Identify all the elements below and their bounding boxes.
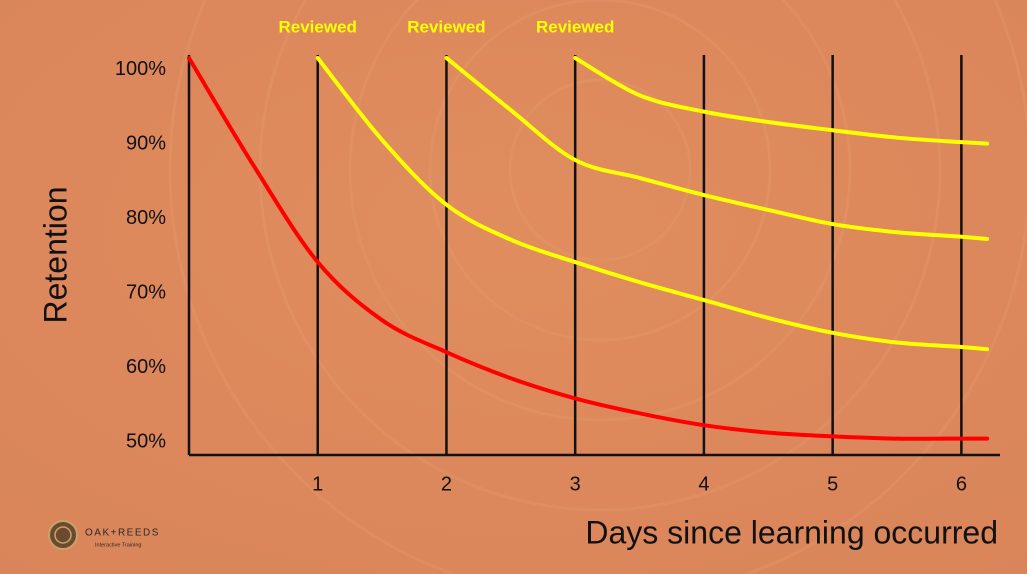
x-tick-label: 2 [441, 473, 452, 495]
x-tick-label: 4 [698, 473, 709, 495]
series-line [315, 55, 990, 352]
y-axis-label: Retention [37, 187, 73, 324]
logo: OAK+REEDS Interactive Training [48, 520, 160, 550]
x-tick-label: 3 [570, 473, 581, 495]
x-tick-label: 5 [827, 473, 838, 495]
annotation: Reviewed [279, 17, 357, 36]
y-tick-label: 70% [126, 282, 166, 304]
series-line [573, 55, 990, 146]
x-tick-label: 1 [312, 473, 323, 495]
x-tick-label: 6 [956, 473, 967, 495]
series-line [187, 55, 990, 441]
y-tick-label: 50% [126, 431, 166, 453]
wood-rings [168, 0, 1027, 574]
y-tick-label: 80% [126, 207, 166, 229]
logo-name: OAK+REEDS [85, 528, 160, 539]
annotation: Reviewed [536, 17, 614, 36]
logo-ring [54, 526, 72, 544]
y-tick-label: 90% [126, 133, 166, 155]
y-tick-label: 60% [126, 356, 166, 378]
annotation: Reviewed [407, 17, 485, 36]
logo-mark [48, 520, 78, 550]
x-axis-label: Days since learning occurred [585, 514, 998, 550]
logo-tagline: Interactive Training [95, 542, 141, 548]
series-line [444, 55, 990, 241]
y-tick-label: 100% [115, 58, 166, 80]
